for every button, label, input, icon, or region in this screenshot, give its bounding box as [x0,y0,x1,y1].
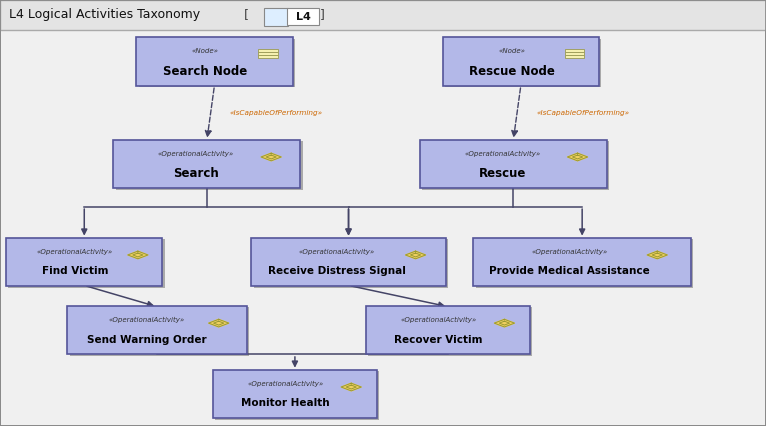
Text: Provide Medical Assistance: Provide Medical Assistance [489,266,650,276]
Polygon shape [261,153,281,161]
Polygon shape [133,253,143,257]
Text: [: [ [244,9,249,21]
FancyBboxPatch shape [258,52,278,55]
Text: «Node»: «Node» [192,49,219,55]
Text: «OperationalActivity»: «OperationalActivity» [464,151,540,157]
FancyBboxPatch shape [67,306,247,354]
Text: «OperationalActivity»: «OperationalActivity» [37,249,113,255]
FancyBboxPatch shape [6,238,162,286]
Polygon shape [411,253,421,257]
Polygon shape [647,251,667,259]
Polygon shape [405,251,426,259]
Text: Send Warning Order: Send Warning Order [87,334,206,345]
FancyBboxPatch shape [0,0,766,30]
FancyBboxPatch shape [422,141,609,190]
FancyBboxPatch shape [215,371,379,420]
Text: Search: Search [173,167,218,180]
FancyBboxPatch shape [258,49,278,52]
Text: Recover Victim: Recover Victim [394,334,483,345]
Polygon shape [346,385,356,389]
FancyBboxPatch shape [113,140,300,188]
FancyBboxPatch shape [251,238,446,286]
FancyBboxPatch shape [8,239,165,288]
Polygon shape [128,251,148,259]
FancyBboxPatch shape [116,141,303,190]
Polygon shape [494,320,515,327]
FancyBboxPatch shape [420,140,607,188]
Text: Receive Distress Signal: Receive Distress Signal [268,266,406,276]
Polygon shape [568,153,588,161]
Text: «OperationalActivity»: «OperationalActivity» [299,249,375,255]
Polygon shape [214,321,224,325]
Text: L4: L4 [296,12,311,22]
Polygon shape [208,320,229,327]
FancyBboxPatch shape [476,239,693,288]
FancyBboxPatch shape [366,306,530,354]
Text: L4 Logical Activities Taxonomy: L4 Logical Activities Taxonomy [9,9,201,21]
Text: «OperationalActivity»: «OperationalActivity» [531,249,607,255]
FancyBboxPatch shape [565,49,584,52]
Text: «IsCapableOfPerforming»: «IsCapableOfPerforming» [230,110,323,116]
Text: Rescue Node: Rescue Node [469,65,555,78]
FancyBboxPatch shape [139,39,295,87]
FancyBboxPatch shape [213,370,377,418]
FancyBboxPatch shape [136,37,293,86]
Text: «Node»: «Node» [498,49,525,55]
Text: «OperationalActivity»: «OperationalActivity» [401,317,476,323]
FancyBboxPatch shape [565,52,584,55]
Polygon shape [341,383,362,391]
FancyBboxPatch shape [443,37,599,86]
FancyBboxPatch shape [254,239,448,288]
FancyBboxPatch shape [445,39,601,87]
Polygon shape [499,321,509,325]
FancyBboxPatch shape [264,8,288,26]
Text: Search Node: Search Node [163,65,247,78]
FancyBboxPatch shape [258,55,278,58]
Text: «OperationalActivity»: «OperationalActivity» [108,317,185,323]
FancyBboxPatch shape [565,55,584,58]
Text: «OperationalActivity»: «OperationalActivity» [158,151,234,157]
Text: Find Victim: Find Victim [42,266,108,276]
FancyBboxPatch shape [473,238,691,286]
FancyBboxPatch shape [368,307,532,356]
Text: «OperationalActivity»: «OperationalActivity» [247,381,323,387]
Text: ]: ] [320,9,325,21]
Polygon shape [572,155,583,159]
FancyBboxPatch shape [70,307,249,356]
Text: Rescue: Rescue [479,167,526,180]
Text: Monitor Health: Monitor Health [241,398,329,409]
Text: «IsCapableOfPerforming»: «IsCapableOfPerforming» [536,110,630,116]
FancyBboxPatch shape [287,8,319,25]
Polygon shape [266,155,277,159]
Polygon shape [652,253,663,257]
